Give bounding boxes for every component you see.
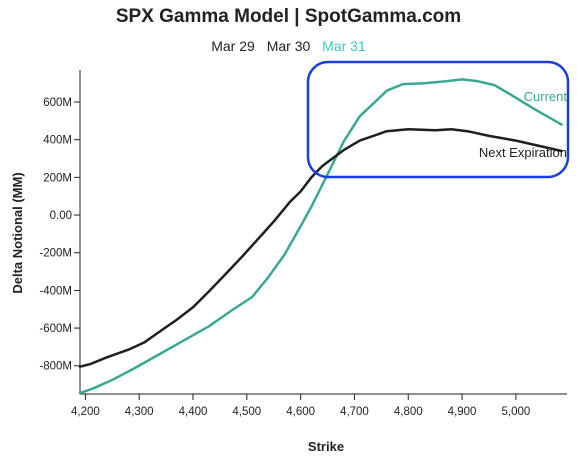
x-axis-title: Strike [308, 439, 344, 454]
x-tick-label: 4,300 [125, 406, 154, 418]
y-axis-title: Delta Notional (MM) [10, 172, 25, 293]
y-tick-label: -200M [39, 248, 72, 260]
expiration-tabs: Mar 29 Mar 30 Mar 31 [0, 38, 577, 54]
chart-title: SPX Gamma Model | SpotGamma.com [115, 6, 462, 27]
y-tick-label: -600M [39, 323, 72, 335]
tab-mar-31[interactable]: Mar 31 [322, 38, 366, 54]
next-expiration-series-line [78, 128, 563, 368]
y-tick-label: 200M [43, 172, 72, 184]
x-tick-label: 4,800 [394, 406, 423, 418]
x-tick-label: 4,400 [179, 406, 208, 418]
y-tick-label: 400M [43, 135, 72, 147]
tab-mar-30[interactable]: Mar 30 [266, 38, 311, 54]
x-tick-label: 4,500 [232, 406, 261, 418]
chart-axes [79, 70, 567, 395]
y-axis-ticks: -800M -600M -400M -200M 0.00 200M 400M 600M [39, 97, 80, 373]
y-tick-label: 0.00 [50, 210, 72, 222]
series-lines [78, 78, 563, 395]
y-tick-label: 600M [43, 97, 72, 109]
x-tick-label: 4,700 [340, 406, 369, 418]
x-axis-ticks: 4,200 4,300 4,400 4,500 4,600 4,700 4,800 4,900… [71, 394, 530, 418]
current-series-line [78, 78, 563, 395]
y-tick-label: -800M [39, 361, 72, 373]
x-tick-label: 4,200 [71, 406, 100, 418]
tab-mar-29[interactable]: Mar 29 [211, 38, 255, 54]
series-label-current: Current [524, 89, 568, 104]
x-tick-label: 4,600 [286, 406, 315, 418]
x-tick-label: 5,000 [501, 406, 530, 418]
x-tick-label: 4,900 [448, 406, 477, 418]
y-tick-label: -400M [39, 285, 72, 297]
series-label-next-expiration: Next Expiration [479, 145, 567, 160]
highlight-box [306, 60, 570, 179]
